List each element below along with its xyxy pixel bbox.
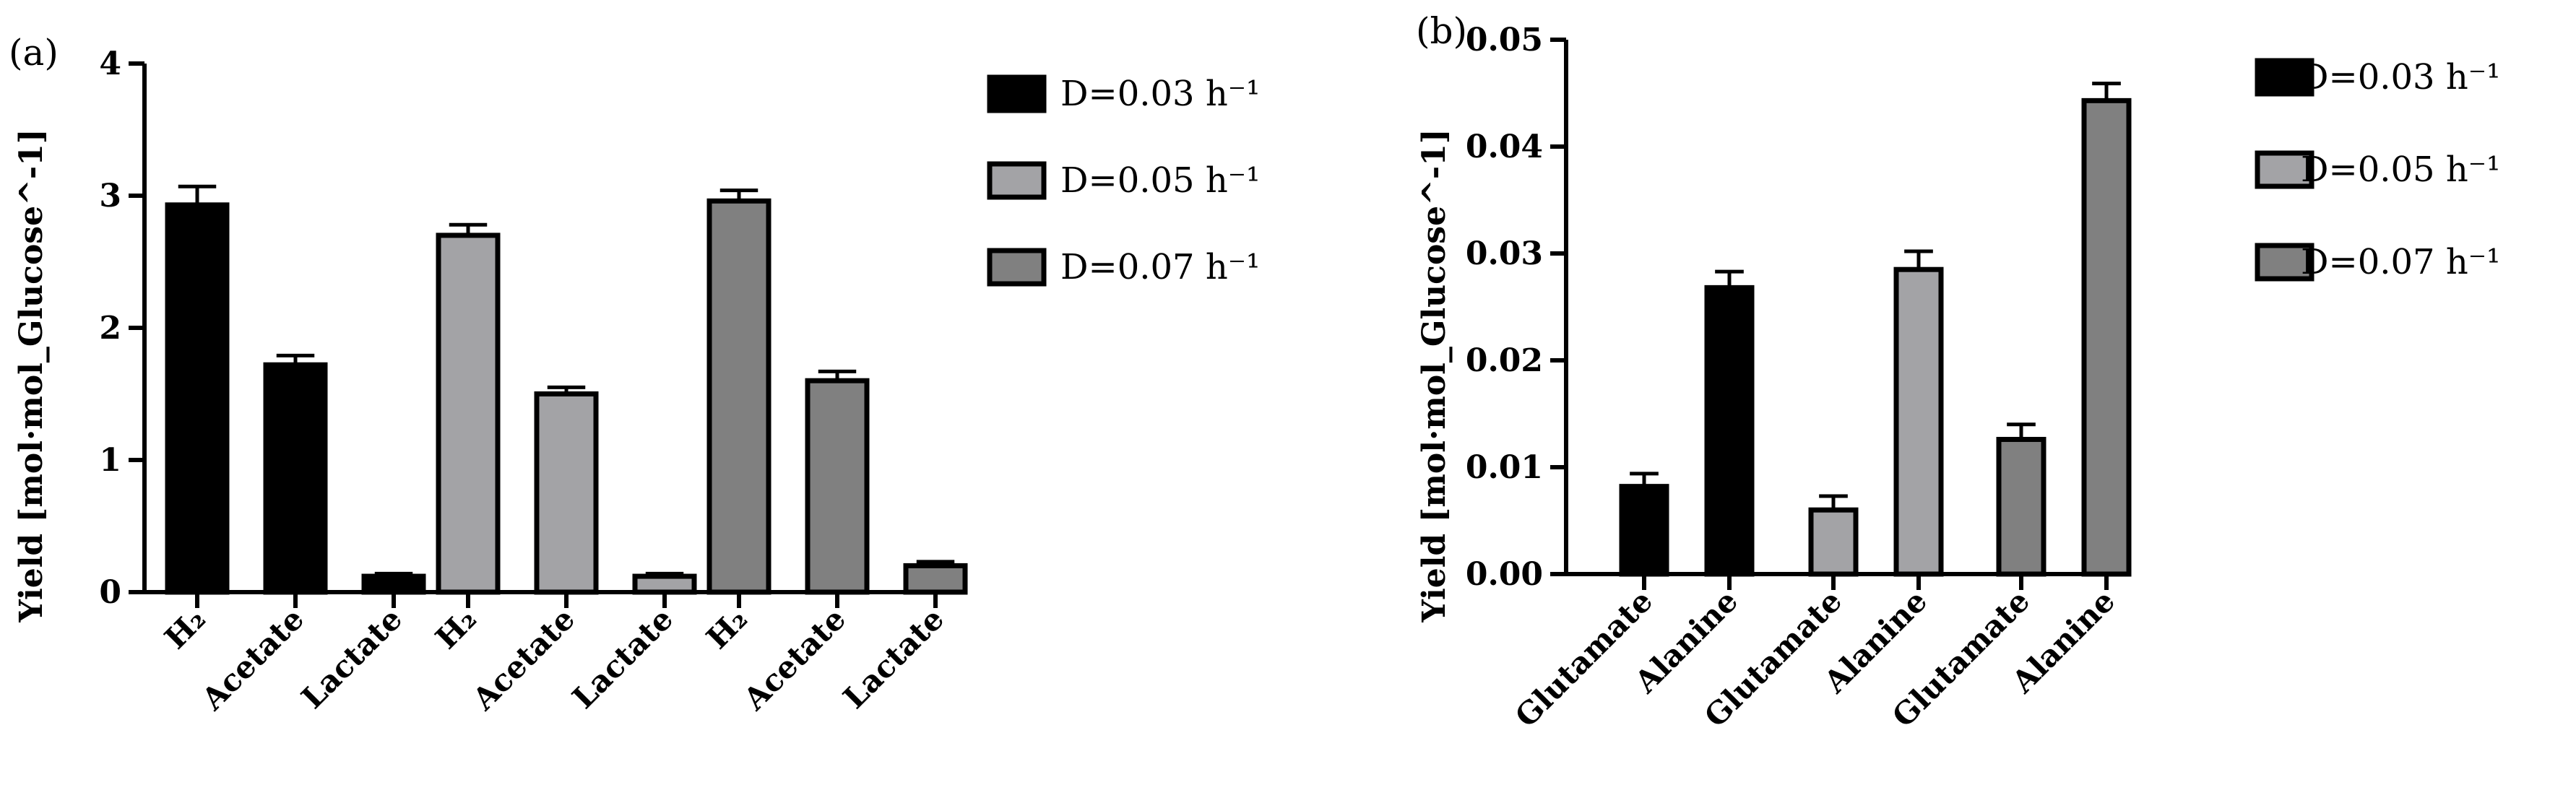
- legend-label-3: D=0.07 h⁻¹: [1060, 247, 1260, 287]
- legend: D=0.03 h⁻¹ D=0.05 h⁻¹ D=0.07 h⁻¹: [987, 74, 1260, 287]
- y-axis-label: Yield [mol·mol_Glucose^-1]: [13, 129, 50, 622]
- y-tick-label: 3: [99, 178, 121, 214]
- bar-lactate-series-2: [632, 573, 697, 595]
- legend-swatch-3: [2255, 243, 2314, 282]
- legend-label-2: D=0.05 h⁻¹: [1060, 160, 1260, 201]
- panel-label: (a): [9, 32, 59, 74]
- bar-acetate-series-3: [805, 378, 870, 595]
- x-tick-label: Acetate: [465, 601, 582, 717]
- y-tick-label: 0.03: [1466, 235, 1543, 272]
- bar-lactate-series-3: [903, 563, 968, 595]
- x-tick-label: Acetate: [736, 601, 852, 717]
- y-tick-label: 0.00: [1466, 556, 1543, 593]
- legend-label-1: D=0.03 h⁻¹: [1060, 74, 1260, 114]
- bar-acetate-series-2: [534, 391, 599, 595]
- y-tick-label: 0: [99, 574, 121, 611]
- y-tick-label: 1: [99, 442, 121, 479]
- legend-swatch-2: [987, 161, 1047, 200]
- x-tick-label: H₂: [699, 601, 754, 656]
- y-tick-label: 0.01: [1466, 449, 1543, 486]
- bar-alanine-series-2: [1893, 266, 1944, 577]
- legend-swatch-2: [2255, 150, 2314, 189]
- legend-label-2: D=0.05 h⁻¹: [2301, 149, 2500, 190]
- x-tick-label: Lactate: [837, 601, 951, 715]
- bar-glutamate-series-2: [1808, 507, 1859, 577]
- x-tick-label: H₂: [157, 601, 212, 656]
- bar-acetate-series-1: [263, 362, 328, 595]
- panel-label: (b): [1416, 10, 1467, 52]
- y-tick-label: 4: [99, 45, 121, 82]
- y-tick-label: 0.04: [1466, 129, 1543, 165]
- bar-glutamate-series-3: [1996, 437, 2046, 577]
- x-tick-label: Acetate: [194, 601, 311, 717]
- legend-swatch-1: [2255, 58, 2314, 97]
- y-axis-label: Yield [mol·mol_Glucose^-1]: [1416, 129, 1453, 622]
- bar-h-series-2: [436, 233, 501, 595]
- legend-label-3: D=0.07 h⁻¹: [2301, 242, 2500, 282]
- y-tick-label: 2: [99, 310, 121, 347]
- bar-h-series-3: [706, 198, 771, 595]
- x-tick-label: H₂: [428, 601, 483, 656]
- chart-panel-b: (b) Yield [mol·mol_Glucose^-1] 0.00 0.01 0.0…: [1416, 10, 2500, 734]
- legend-label-1: D=0.03 h⁻¹: [2301, 57, 2500, 97]
- x-tick-label: Glutamate: [1508, 583, 1659, 734]
- y-tick-label: 0.02: [1466, 342, 1543, 379]
- x-tick-label: Lactate: [566, 601, 680, 715]
- x-tick-label: Lactate: [295, 601, 409, 715]
- bar-alanine-series-1: [1704, 285, 1755, 577]
- bar-alanine-series-3: [2081, 97, 2132, 577]
- legend-swatch-3: [987, 248, 1047, 287]
- bar-glutamate-series-1: [1619, 484, 1669, 577]
- legend: D=0.03 h⁻¹ D=0.05 h⁻¹ D=0.07 h⁻¹: [2255, 57, 2500, 282]
- bar-h-series-1: [165, 202, 230, 595]
- bar-lactate-series-1: [361, 573, 426, 595]
- chart-panel-a: (a)Yield [mol·mol_Glucose^-1] 01234H₂Acet…: [9, 32, 1260, 717]
- y-tick-label: 0.05: [1466, 22, 1543, 58]
- legend-swatch-1: [987, 74, 1047, 113]
